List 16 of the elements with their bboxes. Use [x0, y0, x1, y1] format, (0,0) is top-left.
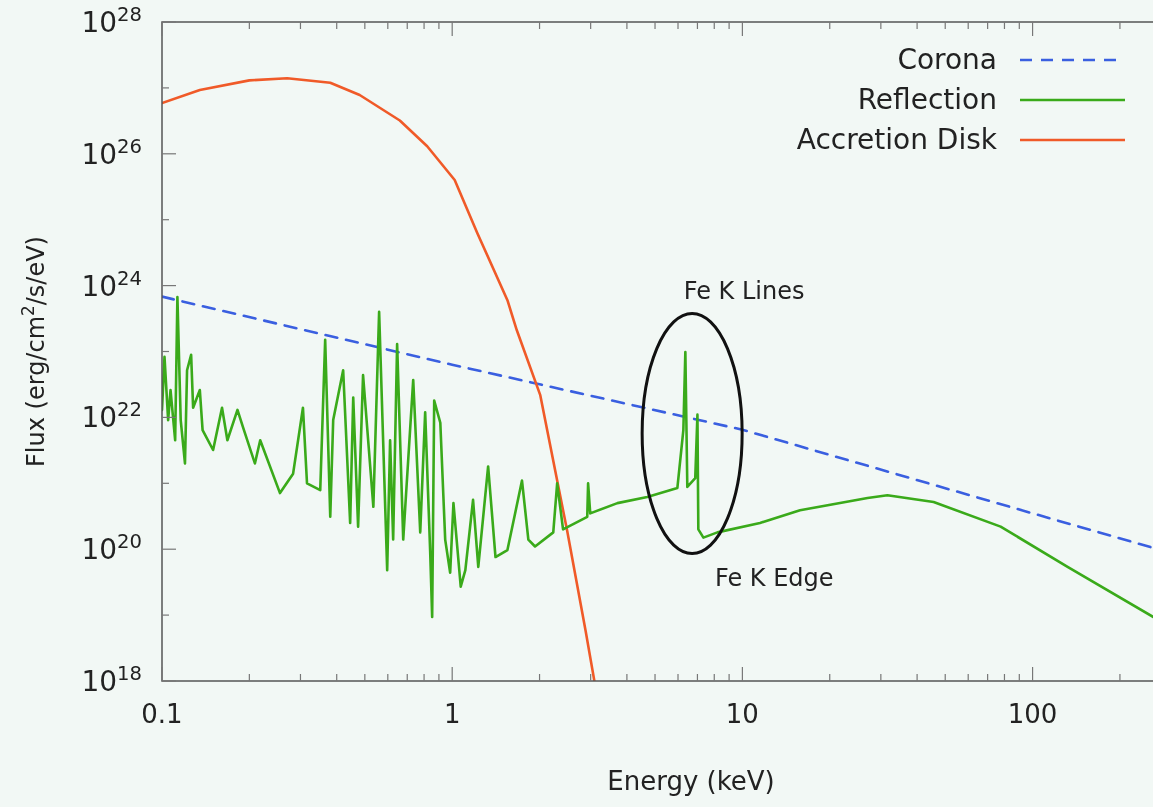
y-tick-label: 10$^{28}$	[81, 2, 142, 39]
y-tick-label: 10$^{22}$	[81, 397, 142, 435]
y-tick-label: 10$^{24}$	[81, 266, 142, 303]
x-tick-label: 10	[725, 699, 759, 729]
annotation: Fe K Lines	[683, 276, 805, 305]
legend-label: Corona	[897, 43, 997, 76]
y-tick-label: 10$^{26}$	[81, 134, 142, 171]
x-tick-label: 0.1	[141, 699, 183, 729]
x-tick-label: 1	[443, 699, 461, 729]
annotation: Fe K Edge	[714, 564, 834, 593]
y-tick-label: 10$^{18}$	[81, 661, 142, 698]
legend-label: Accretion Disk	[796, 123, 998, 156]
y-tick-label: 10$^{20}$	[81, 529, 142, 567]
legend-label: Reflection	[857, 83, 997, 116]
x-tick-label: 100	[1007, 699, 1058, 729]
x-axis-title: Energy (keV)	[607, 766, 775, 796]
